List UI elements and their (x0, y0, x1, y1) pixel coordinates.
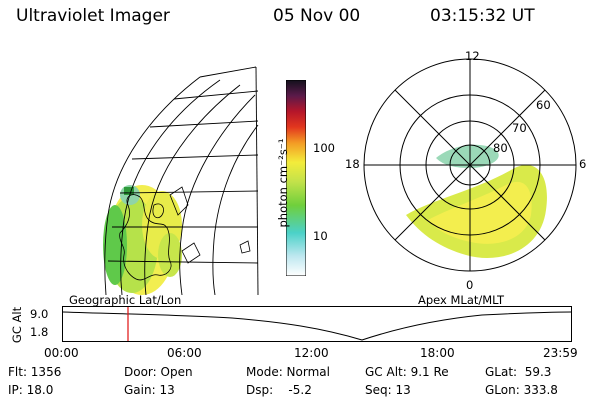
lat-label-80: 80 (493, 141, 508, 155)
glon-value: GLon: 333.8 (485, 383, 558, 397)
mlt-label-18: 18 (345, 157, 360, 171)
geographic-panel-label: Geographic Lat/Lon (69, 293, 182, 307)
coastline-outline (119, 186, 251, 281)
colorbar-tick-10: 10 (313, 229, 328, 243)
date-label: 05 Nov 00 (273, 6, 361, 26)
gc-alt-low: 1.8 (30, 325, 49, 339)
time-tick-2359: 23:59 (543, 346, 578, 360)
time-tick-0600: 06:00 (167, 346, 202, 360)
gc-alt-axis-title: GC Alt (10, 306, 24, 344)
color-scale-bar (286, 80, 306, 276)
glat-value: GLat: 59.3 (485, 365, 552, 379)
mlt-label-0: 0 (466, 278, 474, 292)
door-value: Door: Open (124, 365, 193, 379)
seq-value: Seq: 13 (365, 383, 411, 397)
colorbar-tick-100: 100 (313, 141, 335, 155)
mlt-label-6: 6 (579, 157, 587, 171)
apex-panel-label: Apex MLat/MLT (418, 293, 505, 307)
gc-alt-value: GC Alt: 9.1 Re (365, 365, 449, 379)
ip-value: IP: 18.0 (8, 383, 54, 397)
aurora-emission-right (406, 144, 547, 258)
time-label: 03:15:32 UT (430, 6, 535, 26)
altitude-timeline-plot (62, 306, 572, 342)
graticule-grid (104, 66, 259, 295)
gain-value: Gain: 13 (124, 383, 175, 397)
altitude-curve (62, 311, 572, 341)
instrument-title: Ultraviolet Imager (16, 6, 170, 26)
lat-label-60: 60 (536, 98, 551, 112)
gc-alt-high: 9.0 (30, 307, 49, 321)
time-tick-1800: 18:00 (420, 346, 455, 360)
colorbar-unit-label: photon cm⁻²s⁻¹ (276, 138, 290, 228)
flt-value: Flt: 1356 (8, 365, 62, 379)
time-tick-1200: 12:00 (294, 346, 329, 360)
mode-value: Mode: Normal (246, 365, 330, 379)
time-tick-0000: 00:00 (44, 346, 79, 360)
dsp-value: Dsp: -5.2 (246, 383, 312, 397)
polar-mlat-mlt-panel (363, 58, 577, 272)
lat-label-70: 70 (512, 121, 527, 135)
mlt-label-12: 12 (465, 49, 480, 63)
geographic-map-panel (103, 66, 259, 295)
polar-grid (363, 58, 577, 272)
